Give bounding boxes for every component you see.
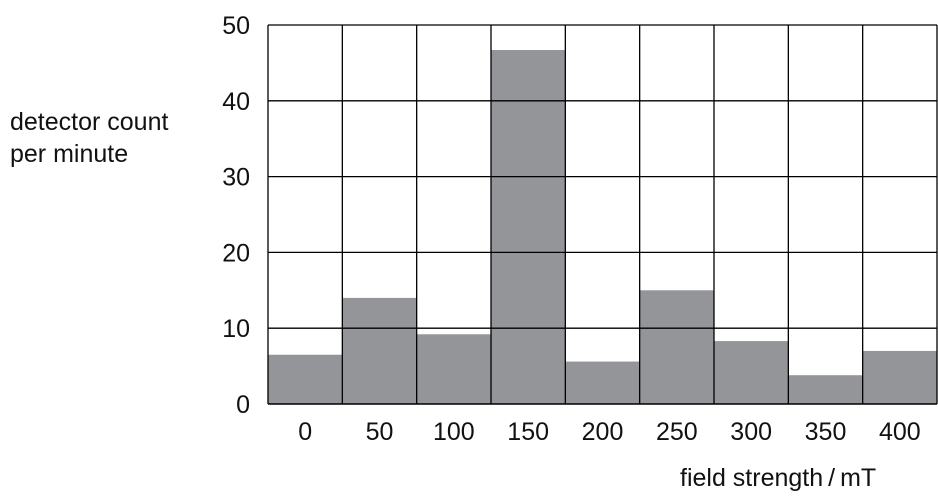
y-axis-label-line-1: detector count: [10, 108, 168, 136]
y-tick-label-10: 10: [222, 315, 250, 343]
x-tick-label-50: 50: [366, 418, 394, 446]
bar-300: [714, 341, 789, 404]
x-tick-label-250: 250: [656, 418, 698, 446]
x-tick-label-300: 300: [730, 418, 772, 446]
y-tick-labels: 0 10 20 30 40 50: [222, 12, 250, 419]
bar-350: [788, 375, 863, 404]
bar-100: [416, 334, 491, 404]
x-tick-label-200: 200: [582, 418, 624, 446]
x-tick-label-0: 0: [298, 418, 312, 446]
bar-0: [268, 354, 343, 404]
y-axis-label-line-2: per minute: [10, 140, 128, 168]
x-tick-labels: 0 50 100 150 200 250 300 350 400: [298, 418, 920, 446]
x-tick-label-150: 150: [507, 418, 549, 446]
bar-50: [342, 297, 417, 404]
y-tick-label-20: 20: [222, 239, 250, 267]
y-tick-label-40: 40: [222, 88, 250, 116]
x-axis-label: field strength / mT: [680, 464, 876, 492]
x-tick-label-100: 100: [433, 418, 475, 446]
bars-group: [268, 50, 937, 404]
bar-400: [862, 350, 937, 404]
x-tick-label-350: 350: [805, 418, 847, 446]
y-tick-label-50: 50: [222, 12, 250, 40]
y-tick-label-30: 30: [222, 164, 250, 192]
bar-250: [639, 290, 714, 404]
bar-150: [491, 50, 566, 404]
bar-200: [565, 361, 640, 404]
grid-group: [267, 24, 938, 405]
x-tick-label-400: 400: [879, 418, 921, 446]
y-tick-label-0: 0: [236, 391, 250, 419]
